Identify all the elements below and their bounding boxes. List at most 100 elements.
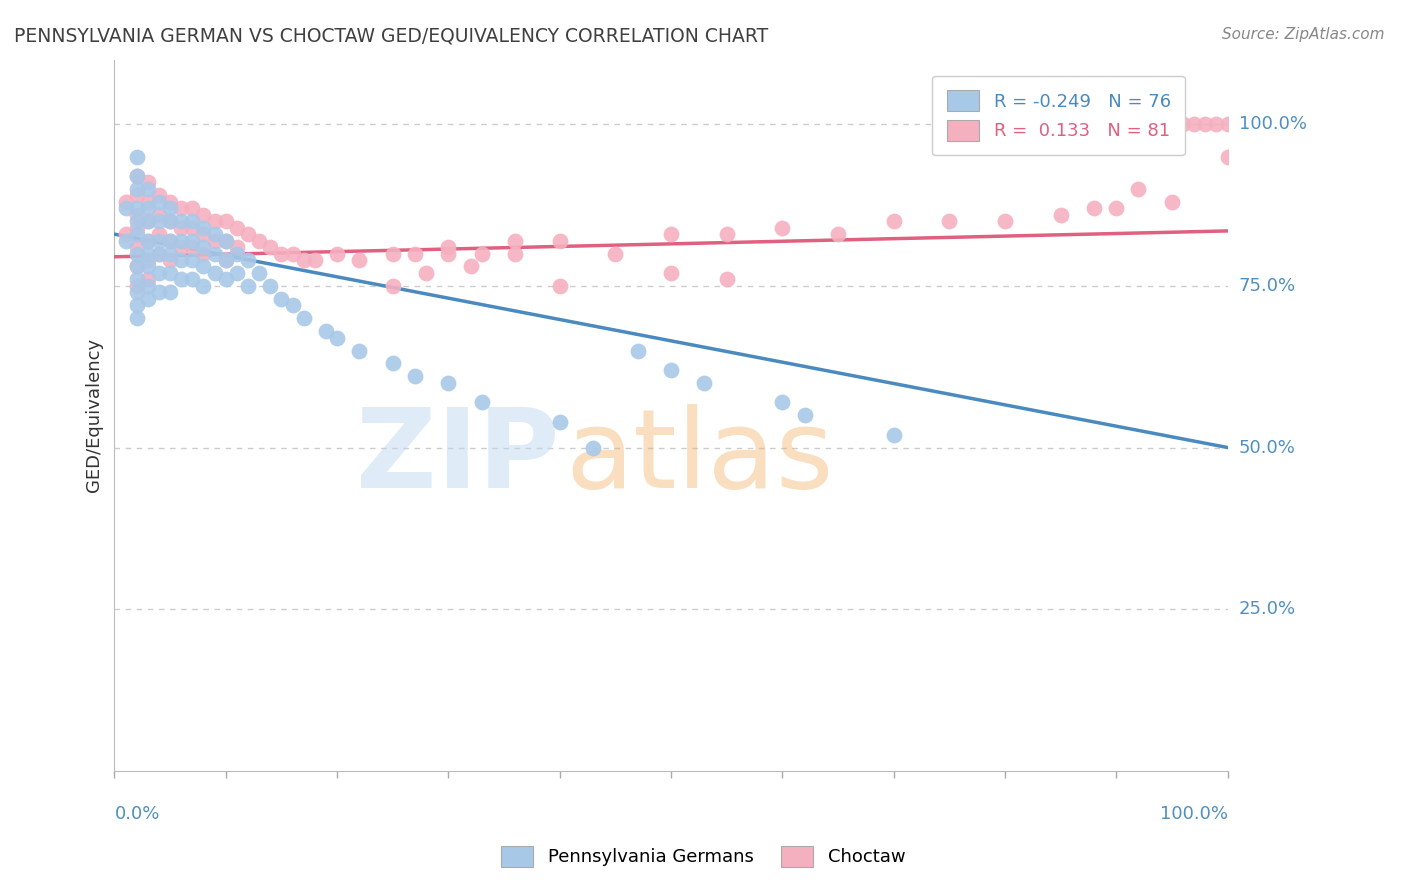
Point: [170, 252, 193, 267]
Point: [181, 240, 204, 254]
Point: [136, 234, 159, 248]
Point: [236, 278, 259, 293]
Point: [225, 266, 247, 280]
Point: [148, 227, 170, 242]
Point: [193, 246, 215, 260]
Point: [170, 220, 193, 235]
Point: [181, 220, 204, 235]
Point: [136, 260, 159, 274]
Point: [170, 234, 193, 248]
Point: [181, 202, 204, 216]
Point: [170, 202, 193, 216]
Point: [125, 169, 148, 183]
Point: [437, 240, 460, 254]
Text: 25.0%: 25.0%: [1239, 600, 1296, 618]
Point: [114, 194, 136, 209]
Point: [159, 202, 181, 216]
Point: [125, 208, 148, 222]
Point: [204, 234, 226, 248]
Point: [548, 415, 571, 429]
Point: [315, 324, 337, 338]
Y-axis label: GED/Equivalency: GED/Equivalency: [86, 338, 103, 492]
Point: [215, 252, 238, 267]
Point: [136, 194, 159, 209]
Point: [215, 272, 238, 286]
Point: [404, 369, 426, 384]
Point: [304, 252, 326, 267]
Point: [1083, 202, 1105, 216]
Point: [193, 260, 215, 274]
Point: [159, 246, 181, 260]
Point: [114, 234, 136, 248]
Point: [381, 356, 404, 370]
Text: 100.0%: 100.0%: [1239, 115, 1306, 133]
Point: [193, 240, 215, 254]
Point: [503, 234, 526, 248]
Point: [159, 234, 181, 248]
Point: [136, 214, 159, 228]
Point: [883, 427, 905, 442]
Point: [1160, 194, 1182, 209]
Point: [125, 227, 148, 242]
Point: [159, 194, 181, 209]
Point: [1171, 117, 1194, 131]
Point: [148, 246, 170, 260]
Text: Source: ZipAtlas.com: Source: ZipAtlas.com: [1222, 27, 1385, 42]
Point: [716, 272, 738, 286]
Point: [1128, 182, 1150, 196]
Point: [204, 227, 226, 242]
Point: [548, 234, 571, 248]
Point: [181, 272, 204, 286]
Point: [170, 272, 193, 286]
Point: [827, 227, 849, 242]
Point: [225, 240, 247, 254]
Point: [659, 266, 682, 280]
Point: [225, 246, 247, 260]
Point: [125, 272, 148, 286]
Point: [159, 214, 181, 228]
Point: [437, 246, 460, 260]
Point: [148, 188, 170, 202]
Point: [136, 214, 159, 228]
Point: [259, 240, 281, 254]
Point: [259, 278, 281, 293]
Point: [125, 260, 148, 274]
Text: 0.0%: 0.0%: [114, 805, 160, 823]
Text: 100.0%: 100.0%: [1160, 805, 1227, 823]
Point: [1049, 208, 1071, 222]
Point: [125, 220, 148, 235]
Point: [114, 227, 136, 242]
Point: [349, 252, 371, 267]
Point: [247, 266, 270, 280]
Point: [460, 260, 482, 274]
Point: [247, 234, 270, 248]
Point: [193, 208, 215, 222]
Point: [626, 343, 648, 358]
Point: [1205, 117, 1227, 131]
Point: [349, 343, 371, 358]
Point: [114, 202, 136, 216]
Point: [215, 214, 238, 228]
Point: [148, 194, 170, 209]
Text: PENNSYLVANIA GERMAN VS CHOCTAW GED/EQUIVALENCY CORRELATION CHART: PENNSYLVANIA GERMAN VS CHOCTAW GED/EQUIV…: [14, 27, 768, 45]
Point: [270, 246, 292, 260]
Point: [170, 214, 193, 228]
Point: [136, 202, 159, 216]
Point: [659, 363, 682, 377]
Point: [381, 246, 404, 260]
Point: [236, 252, 259, 267]
Point: [471, 395, 494, 409]
Point: [136, 278, 159, 293]
Point: [693, 376, 716, 390]
Point: [582, 441, 605, 455]
Point: [136, 246, 159, 260]
Point: [125, 260, 148, 274]
Text: atlas: atlas: [565, 404, 834, 511]
Point: [159, 214, 181, 228]
Point: [136, 252, 159, 267]
Point: [225, 220, 247, 235]
Text: 75.0%: 75.0%: [1239, 277, 1296, 295]
Point: [716, 227, 738, 242]
Point: [215, 252, 238, 267]
Point: [125, 150, 148, 164]
